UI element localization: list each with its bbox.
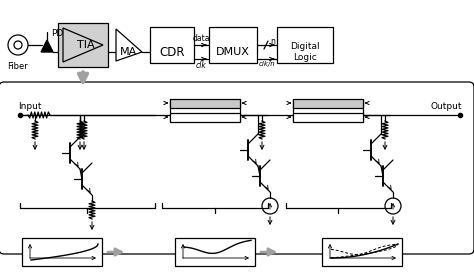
Text: Input: Input [18,102,42,111]
Bar [277,27,333,63]
Text: CDR: CDR [159,45,185,59]
Text: DMUX: DMUX [216,47,250,57]
Text: MA: MA [120,47,137,57]
Bar [209,27,257,63]
Bar [170,113,240,121]
Bar [58,23,108,67]
Bar [150,27,194,63]
Text: Fiber: Fiber [8,62,28,71]
Text: n: n [270,36,275,45]
Text: clk/n: clk/n [259,61,275,67]
Text: Output: Output [430,102,462,111]
FancyBboxPatch shape [0,82,474,254]
Text: Digital
Logic: Digital Logic [290,42,320,62]
Text: TIA: TIA [77,40,95,50]
Text: data: data [193,34,210,43]
Polygon shape [41,40,53,52]
Bar [322,238,402,266]
Bar [293,98,363,107]
Bar [175,238,255,266]
Text: PD: PD [51,28,63,38]
Bar [22,238,102,266]
Bar [293,113,363,121]
Bar [170,98,240,107]
Polygon shape [63,28,103,62]
Text: clk: clk [196,61,207,70]
Polygon shape [116,29,142,61]
